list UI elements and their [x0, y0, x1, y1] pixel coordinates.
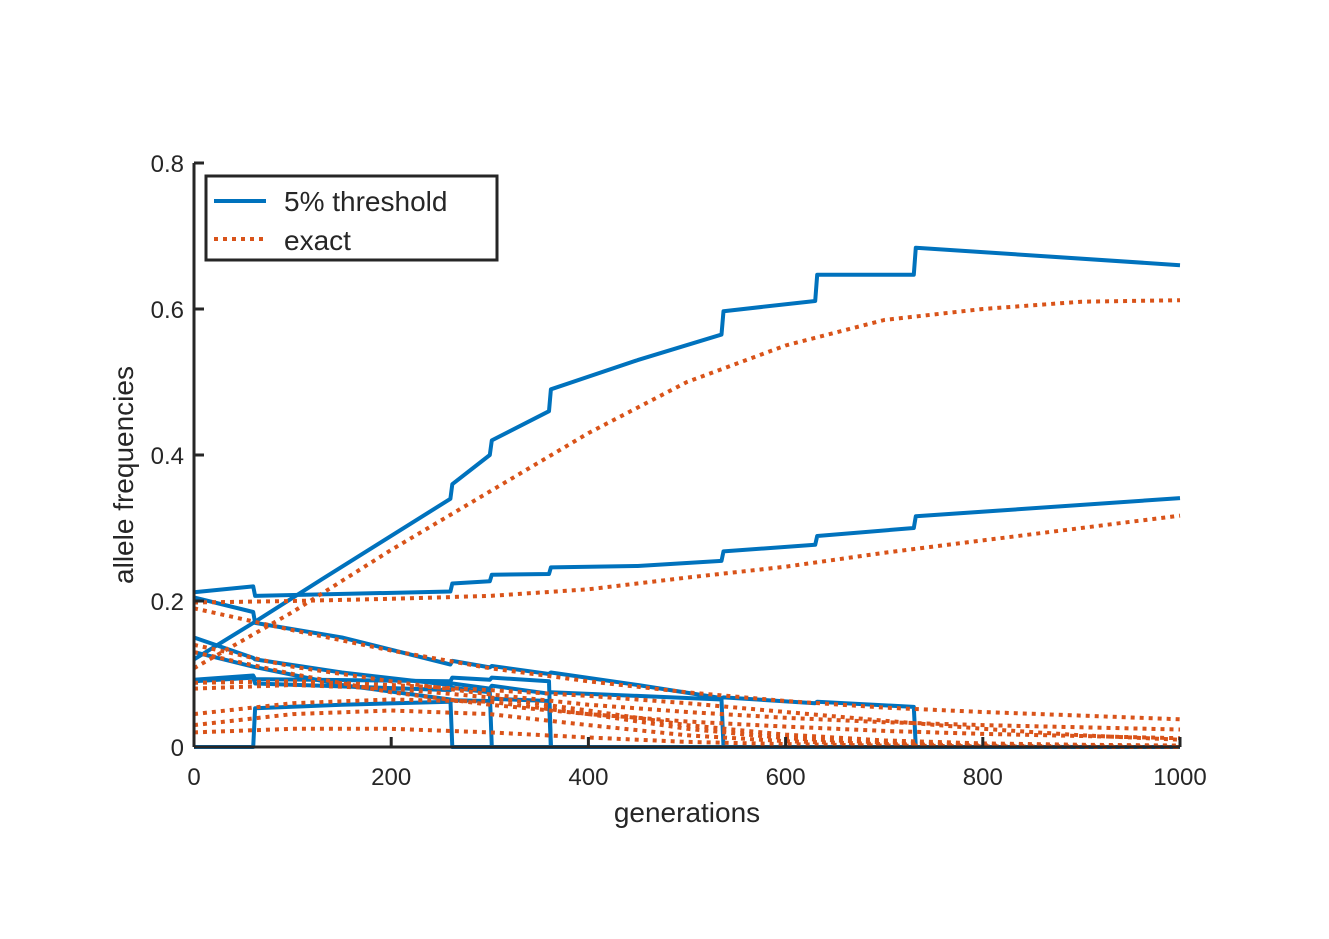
legend-label-exact: exact [284, 225, 351, 256]
x-axis-label: generations [614, 797, 760, 828]
x-tick-label: 1000 [1153, 764, 1206, 791]
y-tick-label: 0.6 [151, 297, 184, 324]
x-tick-label: 400 [568, 764, 608, 791]
x-tick-label: 800 [963, 764, 1003, 791]
exact-series-line-12 [193, 650, 1181, 741]
x-tick-label: 200 [371, 764, 411, 791]
exact-series-line-14 [193, 683, 1181, 748]
y-ticks: 0 0.2 0.4 0.6 0.8 [151, 151, 204, 762]
exact-series-line-13 [193, 679, 1181, 742]
threshold-series-line-2 [193, 595, 1180, 749]
axes: 0 200 400 600 800 1000 0 0.2 0.4 0.6 0.8 [151, 151, 1207, 791]
x-tick-label: 600 [766, 764, 806, 791]
y-tick-label: 0.2 [151, 589, 184, 616]
legend: 5% threshold exact [204, 174, 499, 262]
exact-series-line-8 [193, 298, 1181, 670]
y-tick-label: 0.4 [151, 443, 184, 470]
exact-series-line-15 [193, 697, 1181, 749]
exact-series-line-9 [193, 513, 1181, 605]
x-ticks: 0 200 400 600 800 1000 [187, 737, 1207, 791]
exact-series-line-16 [193, 708, 1181, 749]
exact-series-line-10 [193, 606, 1181, 722]
exact-series-line-11 [193, 642, 1181, 732]
threshold-series-line-1 [193, 496, 1181, 598]
y-tick-label: 0 [171, 735, 184, 762]
threshold-series-line-3 [193, 635, 1180, 749]
legend-label-threshold: 5% threshold [284, 186, 447, 217]
legend-box [204, 174, 499, 262]
x-tick-label: 0 [187, 764, 200, 791]
y-axis-label: allele frequencies [108, 366, 139, 584]
series-layer [192, 245, 1181, 749]
y-tick-label: 0.8 [151, 151, 184, 178]
threshold-series-line-0 [192, 245, 1181, 662]
